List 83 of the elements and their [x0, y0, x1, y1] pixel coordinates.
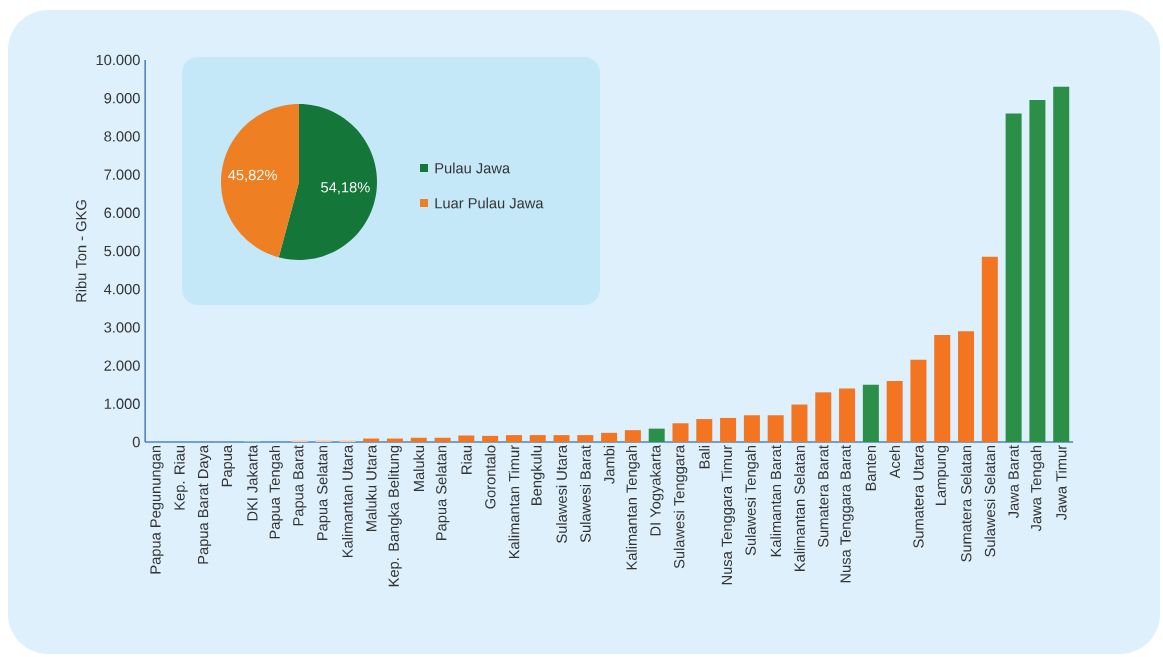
- bar: [886, 380, 903, 442]
- bar: [648, 428, 665, 442]
- x-tick-label: Maluku: [413, 445, 425, 491]
- bar: [624, 430, 641, 442]
- x-tick-label: Papua Pegunungan: [150, 445, 164, 574]
- x-tick-label: Maluku Utara: [365, 444, 377, 531]
- bar: [958, 331, 975, 442]
- bar: [601, 432, 618, 442]
- y-tick-label: 9.000: [104, 93, 140, 104]
- x-tick-label: Sulawesi Tengah: [745, 445, 759, 556]
- bar: [482, 435, 499, 442]
- bar: [410, 437, 427, 442]
- y-tick-label: 6.000: [104, 207, 140, 218]
- x-tick-label: Nusa Tenggara Timur: [721, 445, 735, 585]
- x-tick-label: Bengkulu: [530, 445, 545, 505]
- x-tick-label: Kep. Bangka Belitung: [388, 445, 402, 587]
- x-tick-label: Jawa Timur: [1055, 445, 1067, 520]
- bar: [791, 404, 808, 442]
- x-tick-label: Kalimantan Timur: [508, 445, 520, 559]
- x-tick-label: Sumatera Selatan: [960, 445, 972, 562]
- x-tick-label: DKI Jakarta: [246, 444, 258, 521]
- bar: [1029, 100, 1046, 442]
- x-tick-label: Sulawesi Tenggara: [673, 444, 688, 569]
- bar: [839, 388, 856, 442]
- x-tick-label: Sulawesi Utara: [556, 444, 567, 543]
- bar: [529, 435, 546, 442]
- legend-label: Luar Pulau Jawa: [435, 197, 544, 209]
- y-axis-title: Ribu Ton - GKG: [75, 200, 87, 302]
- bar: [862, 384, 879, 442]
- x-tick-label: Papua Barat Daya: [198, 444, 212, 564]
- x-tick-label: Sulawesi Barat: [579, 445, 591, 543]
- bar: [505, 435, 522, 442]
- data-label: 45,82%: [228, 169, 277, 182]
- bar: [1053, 86, 1070, 442]
- x-tick-label: Nusa Tenggara Barat: [840, 445, 854, 583]
- y-tick-label: 2.000: [104, 360, 140, 371]
- x-tick-label: Kalimantan Selatan: [794, 445, 805, 571]
- x-tick-label: Kalimantan Utara: [341, 444, 353, 558]
- y-tick-label: 7.000: [104, 169, 140, 180]
- x-tick-label: Papua Selatan: [435, 445, 450, 540]
- bar: [720, 417, 737, 442]
- bar: [696, 419, 713, 442]
- x-tick-label: Jawa Tengah: [1030, 445, 1045, 532]
- bar: [981, 256, 998, 442]
- bar: [553, 435, 570, 442]
- x-tick-label: Jawa Barat: [1008, 445, 1019, 519]
- x-tick-label: Riau: [460, 445, 472, 474]
- bar: [577, 435, 594, 442]
- data-label: 54,18%: [321, 182, 370, 195]
- x-tick-label: Papua: [221, 444, 235, 487]
- y-tick-label: 4.000: [104, 284, 140, 295]
- y-tick-label: 10.000: [96, 54, 140, 66]
- x-tick-label: Kalimantan Tengah: [626, 445, 640, 570]
- y-tick-label: 5.000: [104, 245, 140, 257]
- x-tick-label: Sulawesi Selatan: [984, 445, 996, 557]
- x-tick-label: Papua Barat: [293, 445, 307, 526]
- bar: [434, 437, 451, 442]
- x-tick-label: Jambi: [603, 445, 615, 484]
- x-tick-label: Lampung: [935, 445, 949, 505]
- x-tick-label: Banten: [865, 445, 876, 491]
- y-tick-label: 8.000: [104, 131, 140, 142]
- bar: [743, 415, 760, 442]
- bar: [1005, 113, 1022, 442]
- legend-label: Pulau Jawa: [435, 162, 511, 174]
- bar: [767, 415, 784, 442]
- bar: [458, 435, 475, 442]
- x-tick-label: Aceh: [889, 445, 901, 479]
- x-tick-label: Gorontalo: [484, 445, 496, 509]
- y-tick-label: 0: [132, 436, 140, 448]
- y-tick-label: 1.000: [104, 398, 140, 409]
- x-tick-label: Kalimantan Barat: [770, 445, 782, 557]
- x-tick-label: Bali: [698, 445, 710, 469]
- x-tick-label: Papua Selatan: [316, 445, 331, 540]
- bar: [672, 423, 689, 442]
- x-tick-label: DI Yogyakarta: [649, 444, 664, 536]
- bar: [910, 359, 927, 442]
- x-tick-label: Sumatera Barat: [818, 445, 829, 547]
- x-tick-label: Sumatera Utara: [913, 444, 924, 548]
- bar: [934, 335, 951, 442]
- y-tick-label: 3.000: [104, 322, 140, 333]
- bar: [815, 392, 832, 442]
- x-tick-label: Papua Tengah: [269, 445, 283, 539]
- x-tick-label: Kep. Riau: [173, 445, 188, 510]
